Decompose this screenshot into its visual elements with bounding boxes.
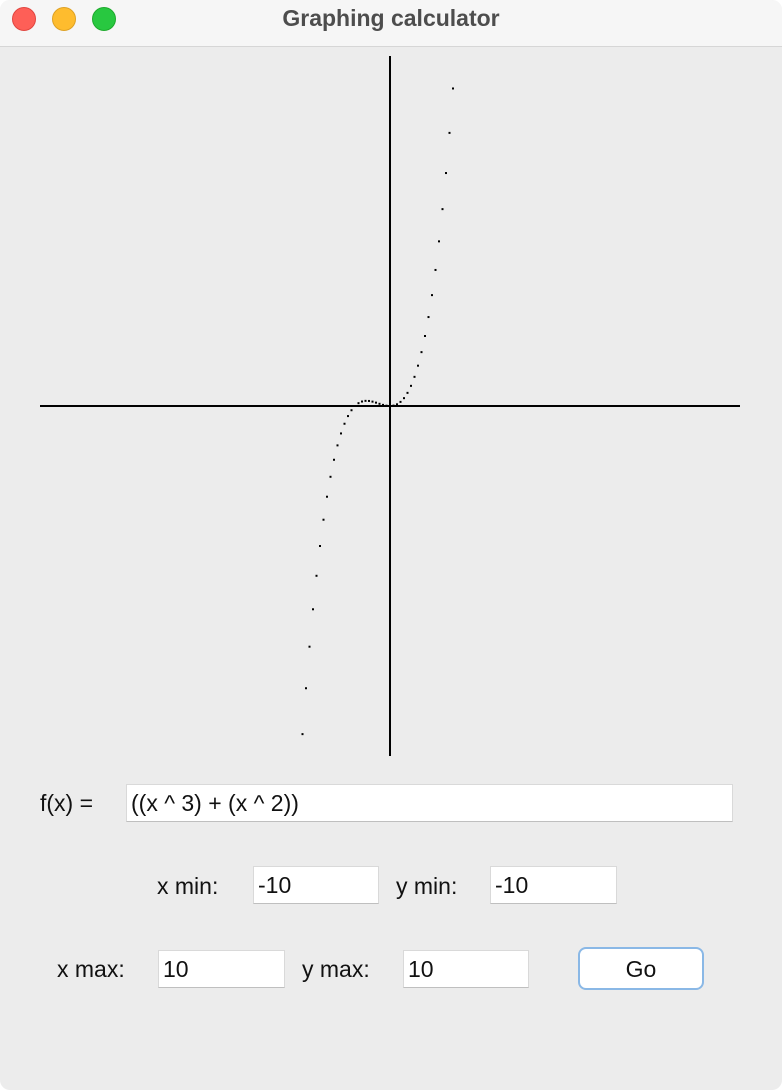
plot-point [347,415,349,418]
plot-point [406,391,409,394]
plot-point [417,364,419,367]
plot-point [343,422,346,425]
graph-canvas [40,56,740,756]
plot-point [438,240,440,243]
plot-point [431,294,433,297]
plot-point [448,131,451,134]
plot-point [312,608,314,611]
plot-point [427,316,430,319]
plot-point [385,404,388,407]
plot-point [420,351,423,354]
close-window-button[interactable] [12,7,36,31]
plot-point [403,397,405,400]
function-label: f(x) = [40,790,94,816]
x-min-label: x min: [157,873,219,899]
function-input[interactable] [126,784,733,822]
y-min-label: y min: [396,873,458,899]
go-button[interactable]: Go [578,947,704,990]
plot-point [315,574,318,577]
plot-point [413,375,416,378]
plot-point [441,208,444,211]
plot-point [378,402,381,405]
plot-point [371,400,374,403]
zoom-window-button[interactable] [92,7,116,31]
plot-point [354,405,356,407]
plot-point [326,495,328,498]
y-max-input[interactable] [403,950,529,988]
plot-point [434,268,437,271]
plot-point [350,409,353,412]
plot-point [382,403,384,406]
plot-point [305,687,307,690]
plot-points [301,87,454,736]
plot-point [375,401,377,404]
plot-point [392,404,395,407]
title-bar: Graphing calculator [0,0,782,47]
plot-point [319,545,321,547]
y-min-input[interactable] [490,866,617,904]
window-title: Graphing calculator [282,5,500,31]
x-max-label: x max: [57,956,125,982]
plot-point [329,475,332,478]
minimize-window-button[interactable] [52,7,76,31]
y-max-label: y max: [302,956,370,982]
plot-point [445,172,447,175]
plot-point [361,400,363,403]
plot-point [452,87,454,90]
plot-point [399,400,402,403]
plot-point [322,518,325,521]
plot-point [357,402,360,405]
plot-point [410,384,412,387]
plot-point [368,399,370,402]
plot-point [301,733,304,736]
plot-point [340,432,342,435]
x-min-input[interactable] [253,866,379,904]
plot-point [396,403,398,406]
plot-point [336,444,339,447]
plot-point [308,645,311,648]
x-max-input[interactable] [158,950,285,988]
plot-point [424,335,426,337]
plot-point [333,458,335,461]
plot-point [364,399,367,402]
plot-point [389,405,391,407]
